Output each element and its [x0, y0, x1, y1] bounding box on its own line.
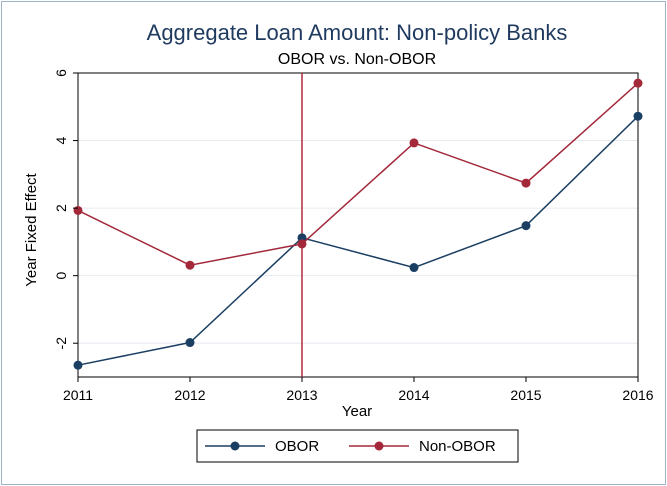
series-layer: [73, 78, 643, 370]
x-tick-label-2: 2013: [286, 387, 317, 403]
x-tick-label-0: 2011: [63, 387, 93, 403]
legend-item-obor: OBOR: [205, 438, 319, 455]
data-point-non-obor-2013: [297, 239, 307, 249]
gridlines: [78, 72, 638, 344]
x-tick-label-3: 2014: [398, 387, 429, 403]
x-tick-label-1: 2012: [174, 387, 205, 403]
legend-marker-non-obor: [374, 441, 384, 451]
y-axis-ticks: -2 0 2 4 6: [53, 69, 78, 350]
y-tick-label-0: -2: [53, 337, 69, 350]
legend-label-obor: OBOR: [275, 438, 319, 455]
data-point-obor-2014: [409, 263, 419, 273]
chart-subtitle: OBOR vs. Non-OBOR: [278, 51, 436, 68]
series-line-non-obor: [77, 82, 639, 266]
legend-marker-obor: [230, 441, 240, 451]
data-point-non-obor-2014: [409, 138, 419, 148]
chart-title: Aggregate Loan Amount: Non-policy Banks: [147, 20, 568, 45]
data-point-non-obor-2015: [521, 178, 531, 188]
data-point-obor-2015: [521, 221, 531, 231]
legend-item-non-obor: Non-OBOR: [349, 438, 496, 455]
y-axis-label: Year Fixed Effect: [23, 172, 40, 286]
y-tick-label-1: 0: [53, 272, 69, 280]
data-point-non-obor-2011: [73, 205, 83, 215]
data-point-obor-2011: [73, 360, 83, 370]
data-point-obor-2012: [185, 338, 195, 348]
y-tick-label-4: 6: [53, 69, 69, 77]
x-tick-label-5: 2016: [622, 387, 653, 403]
y-tick-label-2: 2: [53, 204, 69, 212]
series-line-obor: [77, 115, 639, 366]
data-point-obor-2016: [633, 111, 643, 121]
data-point-non-obor-2016: [633, 78, 643, 88]
y-tick-label-3: 4: [53, 136, 69, 144]
legend-label-non-obor: Non-OBOR: [419, 438, 496, 455]
x-axis-label: Year: [342, 403, 372, 420]
data-point-non-obor-2012: [185, 260, 195, 270]
x-axis-ticks: 2011 2012 2013 2014 2015 2016: [63, 377, 654, 403]
x-tick-label-4: 2015: [510, 387, 541, 403]
plot-area: [77, 72, 639, 378]
